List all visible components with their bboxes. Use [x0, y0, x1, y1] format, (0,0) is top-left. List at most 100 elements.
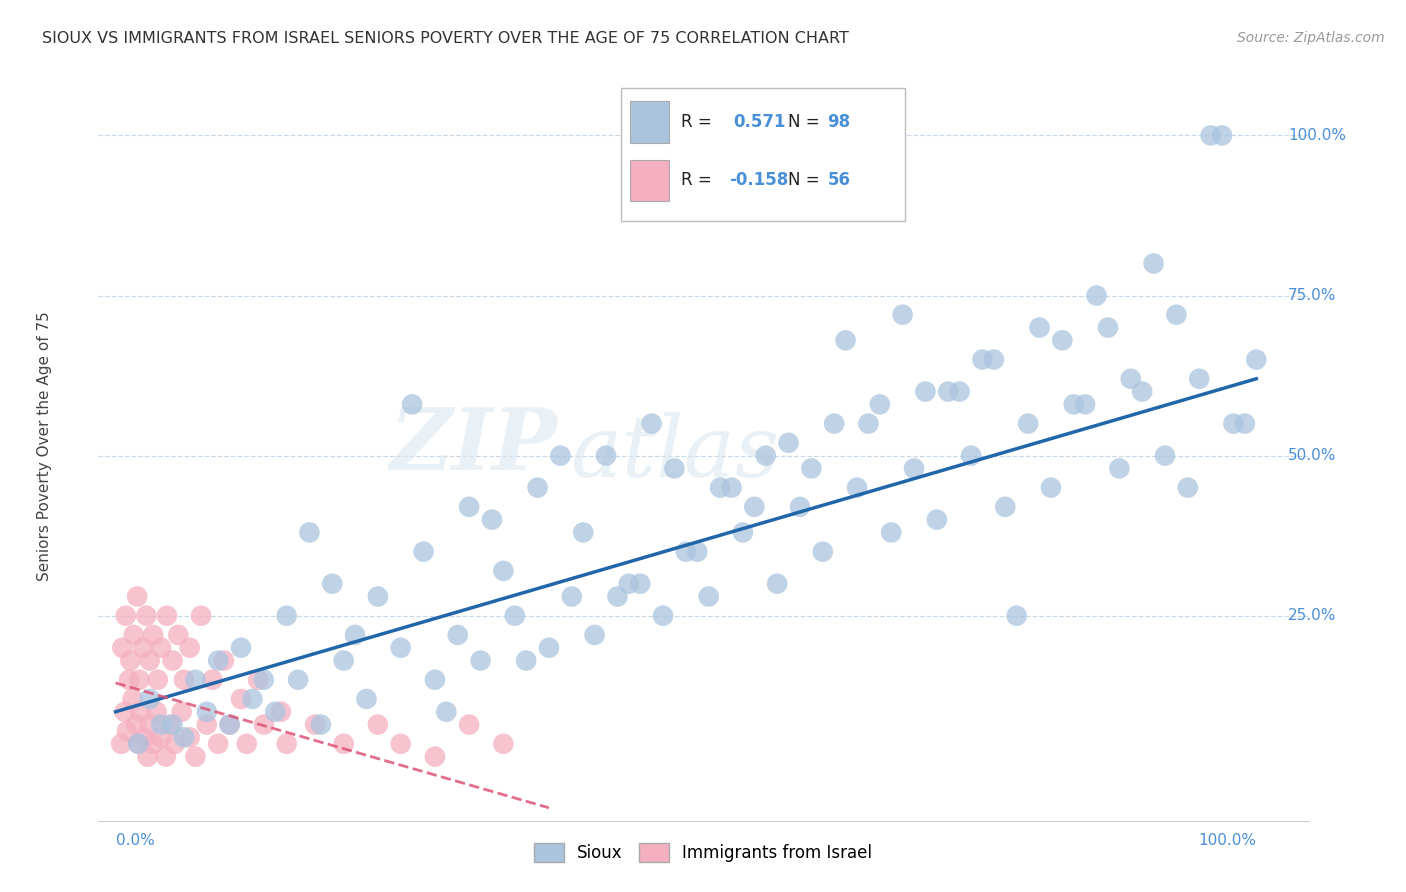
Point	[218, 717, 240, 731]
Point	[304, 717, 326, 731]
Point	[207, 737, 229, 751]
Point	[731, 525, 754, 540]
Point	[155, 749, 177, 764]
Point	[936, 384, 959, 399]
Text: ZIP: ZIP	[389, 404, 558, 488]
Point	[332, 654, 354, 668]
Point	[127, 590, 149, 604]
Point	[179, 731, 201, 745]
Point	[235, 737, 257, 751]
Point	[229, 640, 252, 655]
Point	[503, 608, 526, 623]
Point	[869, 397, 891, 411]
Point	[110, 737, 132, 751]
Point	[150, 640, 173, 655]
Point	[298, 525, 321, 540]
Point	[120, 654, 142, 668]
Point	[1097, 320, 1119, 334]
Text: 0.571: 0.571	[734, 113, 786, 131]
Point	[492, 564, 515, 578]
Point	[595, 449, 617, 463]
Point	[270, 705, 292, 719]
Point	[492, 737, 515, 751]
Text: Seniors Poverty Over the Age of 75: Seniors Poverty Over the Age of 75	[37, 311, 52, 581]
Text: N =: N =	[787, 171, 824, 189]
Point	[139, 692, 162, 706]
Point	[218, 717, 240, 731]
Point	[481, 513, 503, 527]
Point	[276, 737, 298, 751]
Point	[129, 705, 152, 719]
Point	[972, 352, 994, 367]
Point	[744, 500, 766, 514]
Point	[332, 737, 354, 751]
Point	[121, 692, 143, 706]
Text: R =: R =	[682, 171, 717, 189]
Point	[823, 417, 845, 431]
Point	[150, 717, 173, 731]
Point	[127, 737, 149, 751]
Point	[184, 749, 207, 764]
Point	[1244, 352, 1267, 367]
Point	[652, 608, 675, 623]
Text: 56: 56	[828, 171, 851, 189]
Point	[537, 640, 560, 655]
Point	[118, 673, 141, 687]
Point	[195, 705, 218, 719]
Bar	[630, 160, 669, 201]
Point	[287, 673, 309, 687]
Text: 25.0%: 25.0%	[1288, 608, 1337, 624]
Point	[778, 435, 800, 450]
Point	[709, 481, 731, 495]
Point	[389, 640, 412, 655]
Point	[423, 673, 446, 687]
Point	[1211, 128, 1233, 143]
Point	[127, 737, 149, 751]
Point	[173, 673, 195, 687]
Point	[834, 334, 856, 348]
Point	[434, 705, 457, 719]
Text: 75.0%: 75.0%	[1288, 288, 1337, 303]
Point	[811, 544, 834, 558]
Point	[1063, 397, 1085, 411]
Point	[135, 608, 157, 623]
Point	[675, 544, 697, 558]
Point	[1074, 397, 1097, 411]
Point	[846, 481, 869, 495]
Legend: Sioux, Immigrants from Israel: Sioux, Immigrants from Israel	[527, 836, 879, 869]
Point	[146, 673, 169, 687]
Point	[150, 731, 173, 745]
Point	[190, 608, 212, 623]
Text: Source: ZipAtlas.com: Source: ZipAtlas.com	[1237, 31, 1385, 45]
Point	[1166, 308, 1188, 322]
Point	[664, 461, 686, 475]
Point	[276, 608, 298, 623]
Point	[640, 417, 662, 431]
Point	[423, 749, 446, 764]
Point	[1222, 417, 1244, 431]
Point	[132, 731, 155, 745]
Point	[526, 481, 548, 495]
Point	[253, 717, 276, 731]
Point	[606, 590, 628, 604]
Point	[1177, 481, 1199, 495]
Point	[949, 384, 972, 399]
Point	[903, 461, 925, 475]
Text: 0.0%: 0.0%	[115, 833, 155, 848]
Point	[755, 449, 778, 463]
Point	[125, 717, 148, 731]
Point	[1130, 384, 1153, 399]
Point	[1005, 608, 1028, 623]
Point	[356, 692, 378, 706]
Point	[628, 576, 651, 591]
Point	[367, 717, 389, 731]
Point	[264, 705, 287, 719]
Point	[184, 673, 207, 687]
Point	[458, 717, 481, 731]
Point	[163, 737, 186, 751]
Point	[925, 513, 948, 527]
Point	[891, 308, 914, 322]
Point	[167, 628, 190, 642]
Point	[136, 749, 159, 764]
Point	[321, 576, 343, 591]
